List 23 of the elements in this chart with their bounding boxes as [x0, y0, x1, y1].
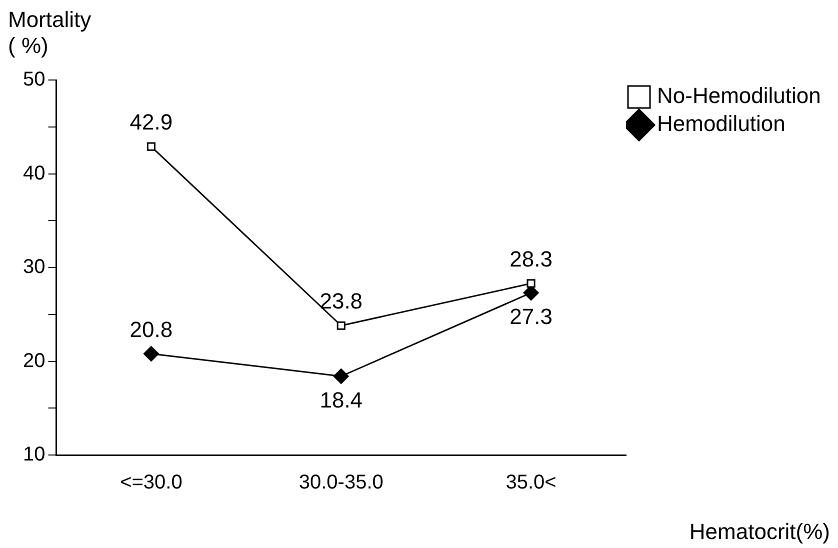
data-label: 27.3 [510, 304, 552, 329]
data-label: 23.8 [320, 288, 363, 314]
x-tick-label: 35.0< [506, 472, 556, 494]
x-tick-label: 30.0-35.0 [298, 472, 384, 494]
y-tick-label: 40 [22, 162, 46, 184]
point [333, 368, 349, 384]
y-tick-label: 30 [22, 256, 46, 278]
x-tick-label: <=30.0 [120, 472, 182, 494]
data-label: 42.9 [130, 110, 173, 135]
x-axis-title: Hematocrit(%) [689, 519, 830, 544]
data-label: 28.3 [510, 246, 552, 272]
point [143, 346, 159, 362]
legend-label: Hemodilution [657, 111, 786, 136]
y-tick-label: 50 [22, 68, 46, 91]
data-label: 18.4 [320, 387, 363, 412]
point [526, 279, 536, 288]
y-axis-title: Mortality ( %) [8, 7, 92, 58]
y-tick-label: 20 [22, 350, 46, 372]
legend-label: No-Hemodilution [657, 83, 821, 108]
point [146, 142, 156, 151]
point [336, 321, 346, 330]
data-label: 20.8 [130, 316, 173, 342]
y-tick-label: 10 [22, 444, 46, 466]
